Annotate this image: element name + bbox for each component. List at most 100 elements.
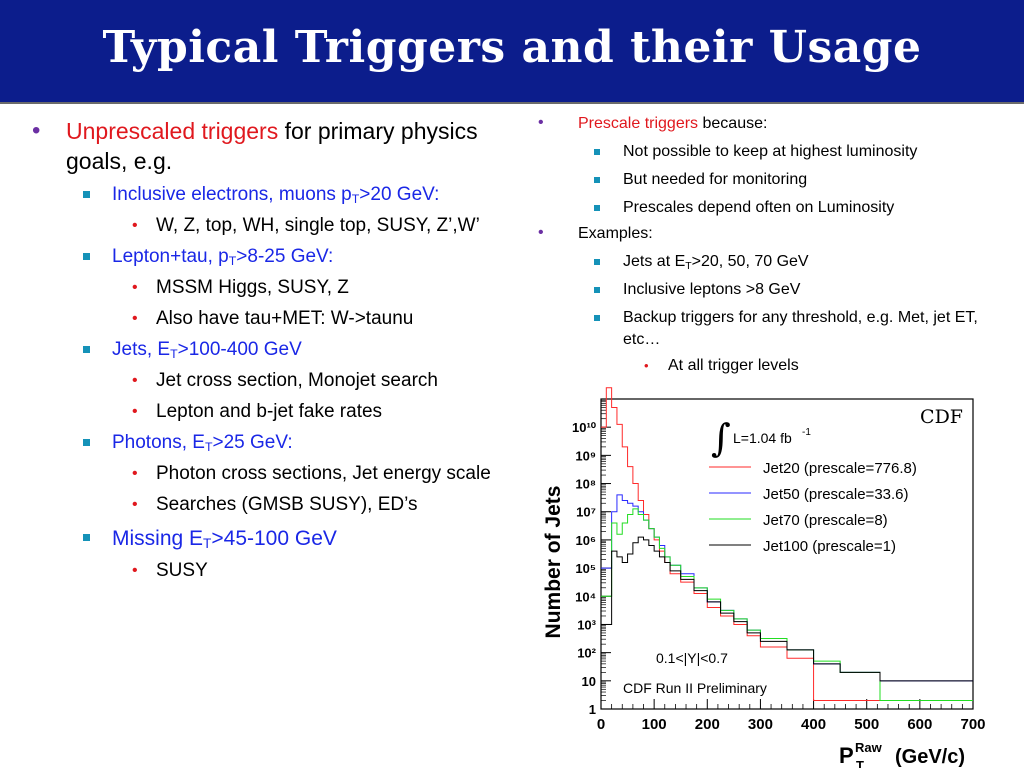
item-subscript: T xyxy=(685,261,692,272)
list-item-electrons: Inclusive electrons, muons pT>20 GeV: xyxy=(26,182,506,207)
list-item: Backup triggers for any threshold, e.g. … xyxy=(530,307,1010,351)
list-subitem: • Searches (GMSB SUSY), ED’s xyxy=(26,492,506,517)
square-bullet-icon xyxy=(594,287,600,293)
item-text: Jets at E xyxy=(623,253,686,270)
square-bullet-icon xyxy=(83,534,90,541)
bullet-dot-icon: • xyxy=(32,117,41,144)
list-subitem: • W, Z, top, WH, single top, SUSY, Z’,W’ xyxy=(26,213,506,238)
square-bullet-icon xyxy=(594,177,600,183)
preliminary-label: CDF Run II Preliminary xyxy=(623,680,767,696)
bullet-examples: • Examples: xyxy=(530,223,1010,245)
plot-frame xyxy=(600,398,974,710)
y-tick-label: 10⁸ xyxy=(575,477,596,492)
y-tick-label: 1 xyxy=(589,702,596,717)
y-tick-label: 10 xyxy=(582,674,596,689)
subitem-text: Lepton and b-jet fake rates xyxy=(156,401,383,422)
y-tick-label: 10¹⁰ xyxy=(572,420,597,435)
item-subscript: T xyxy=(228,254,237,268)
rapidity-label: 0.1<|Y|<0.7 xyxy=(656,650,728,666)
y-tick-label: 10⁷ xyxy=(576,505,596,520)
y-tick-label: 10⁹ xyxy=(575,448,596,463)
item-text: Missing E xyxy=(112,527,204,550)
x-tick-label: 400 xyxy=(801,716,826,733)
dot-bullet-icon: • xyxy=(132,217,138,234)
unprescaled-label: Unprescaled triggers xyxy=(66,118,279,144)
subitem-text: SUSY xyxy=(156,560,208,581)
subitem-text: Also have tau+MET: W->taunu xyxy=(156,308,414,329)
dot-bullet-icon: • xyxy=(644,358,649,373)
subitem-text: Jet cross section, Monojet search xyxy=(156,370,438,391)
list-item: Not possible to keep at highest luminosi… xyxy=(530,141,1010,163)
subitem-text: At all trigger levels xyxy=(668,357,799,374)
bullet-dot-icon: • xyxy=(538,224,544,241)
y-tick-label: 10² xyxy=(577,646,596,661)
list-item-photons: Photons, ET>25 GeV: xyxy=(26,430,506,455)
y-tick-label: 10³ xyxy=(577,617,596,632)
y-tick-label: 10⁵ xyxy=(575,561,596,576)
item-text: >20, 50, 70 GeV xyxy=(691,253,809,270)
list-item-lepton-tau: Lepton+tau, pT>8-25 GeV: xyxy=(26,244,506,269)
y-tick-label: 10⁴ xyxy=(575,589,596,604)
list-subitem: • Lepton and b-jet fake rates xyxy=(26,399,506,424)
subitem-text: W, Z, top, WH, single top, SUSY, Z’,W’ xyxy=(156,215,480,236)
square-bullet-icon xyxy=(83,346,90,353)
item-subscript: T xyxy=(351,192,360,206)
list-item: Jets at ET>20, 50, 70 GeV xyxy=(530,251,1010,273)
slide-title: Typical Triggers and their Usage xyxy=(102,22,922,73)
item-text: Photons, E xyxy=(112,432,205,453)
jet-spectrum-chart: 0 100 200 300 400 500 600 700 1 10 10² 10³ 10⁴ 10⁵ 10⁶… xyxy=(542,387,986,768)
legend-label: Jet20 (prescale=776.8) xyxy=(763,460,917,477)
square-bullet-icon xyxy=(594,149,600,155)
dot-bullet-icon: • xyxy=(132,403,138,420)
dot-bullet-icon: • xyxy=(132,465,138,482)
list-subitem: • SUSY xyxy=(26,558,506,583)
y-tick-label: 10⁶ xyxy=(576,533,596,548)
title-bar: Typical Triggers and their Usage xyxy=(0,0,1024,104)
list-subitem: • Photon cross sections, Jet energy scal… xyxy=(26,461,506,486)
x-tick-label: 0 xyxy=(597,716,605,733)
x-tick-label: 500 xyxy=(854,716,879,733)
dot-bullet-icon: • xyxy=(132,279,138,296)
subitem-text: MSSM Higgs, SUSY, Z xyxy=(156,277,349,298)
series-line-4 xyxy=(601,536,974,695)
item-subscript: T xyxy=(203,536,212,551)
lumi-label: L=1.04 fb xyxy=(733,430,792,446)
square-bullet-icon xyxy=(594,315,600,321)
legend-label: Jet50 (prescale=33.6) xyxy=(763,486,909,503)
lumi-exponent: -1 xyxy=(802,427,811,438)
series-line-3 xyxy=(601,508,973,702)
square-bullet-icon xyxy=(83,191,90,198)
dot-bullet-icon: • xyxy=(132,562,138,579)
item-text: >100-400 GeV xyxy=(177,339,302,360)
cdf-corner-label: CDF xyxy=(920,406,963,428)
item-text: Inclusive leptons >8 GeV xyxy=(623,281,801,298)
prescale-label: Prescale triggers xyxy=(578,115,699,132)
dot-bullet-icon: • xyxy=(132,496,138,513)
legend-label: Jet100 (prescale=1) xyxy=(763,538,896,555)
list-subitem: • Also have tau+MET: W->taunu xyxy=(26,306,506,331)
item-text: Lepton+tau, p xyxy=(112,246,229,267)
bullet-unprescaled: • Unprescaled triggers for primary physi… xyxy=(26,116,506,176)
list-item: But needed for monitoring xyxy=(530,169,1010,191)
y-axis-label: Number of Jets xyxy=(542,486,565,639)
item-text: >45-100 GeV xyxy=(211,527,337,550)
list-item-jets: Jets, ET>100-400 GeV xyxy=(26,337,506,362)
item-text: >20 GeV: xyxy=(359,184,440,205)
x-axis-label-unit: (GeV/c) xyxy=(895,746,965,768)
square-bullet-icon xyxy=(594,205,600,211)
integral-symbol: ∫ xyxy=(711,416,731,460)
square-bullet-icon xyxy=(83,439,90,446)
x-tick-label: 300 xyxy=(748,716,773,733)
right-column: • Prescale triggers because: Not possibl… xyxy=(530,109,1010,377)
subitem-text: Searches (GMSB SUSY), ED’s xyxy=(156,494,418,515)
item-text: Jets, E xyxy=(112,339,171,360)
item-text: But needed for monitoring xyxy=(623,171,808,188)
item-text: >8-25 GeV: xyxy=(236,246,334,267)
list-subitem: • At all trigger levels xyxy=(530,355,1010,377)
unprescaled-text: for primary physics goals, e.g. xyxy=(66,118,478,174)
item-text: Not possible to keep at highest luminosi… xyxy=(623,143,918,160)
x-axis-label-main: P xyxy=(839,743,854,768)
square-bullet-icon xyxy=(594,259,600,265)
bullet-dot-icon: • xyxy=(538,114,544,131)
item-text: >25 GeV: xyxy=(212,432,293,453)
